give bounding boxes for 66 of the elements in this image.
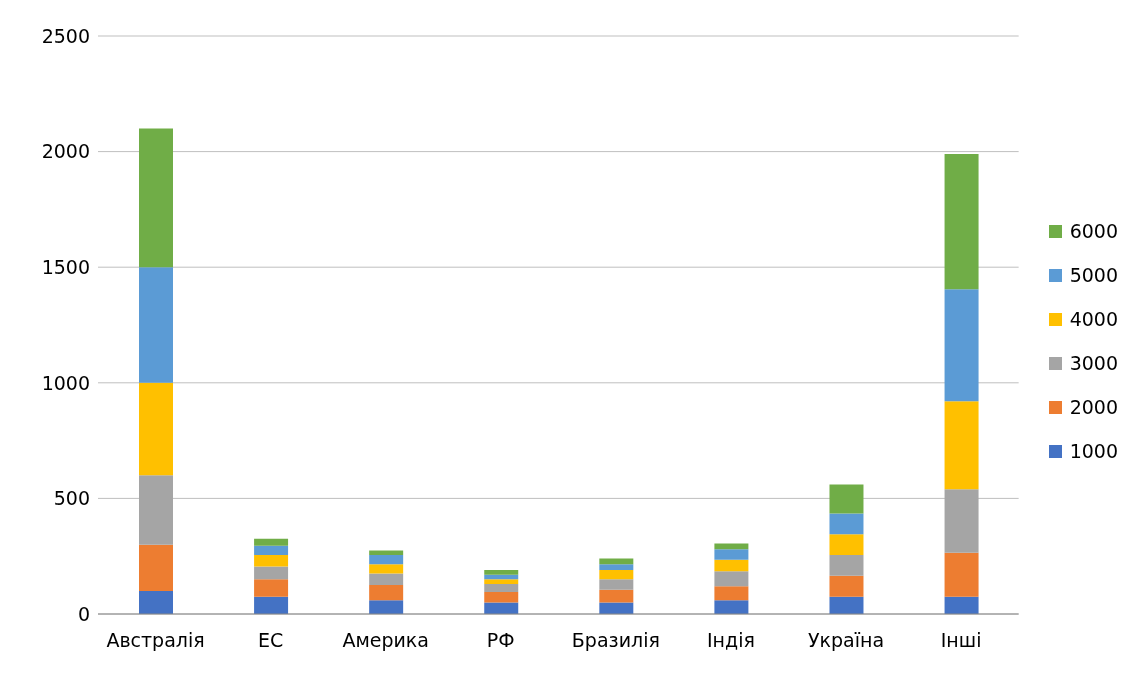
y-tick-label: 500: [53, 487, 90, 510]
x-tick-label: Австралія: [106, 629, 205, 652]
x-tick-label: Україна: [807, 629, 885, 652]
bar: [254, 538, 289, 546]
bar: [139, 267, 173, 383]
bar: [829, 555, 864, 576]
bar: [599, 579, 634, 590]
bar: [599, 602, 634, 614]
bar: [484, 583, 519, 593]
bar: [944, 153, 979, 290]
bar: [254, 596, 289, 614]
bar: [944, 401, 979, 490]
bar: [599, 564, 634, 571]
bar: [829, 534, 864, 556]
y-tick-label: 1500: [41, 255, 90, 278]
y-tick-label: 2000: [41, 140, 90, 163]
bar: [254, 566, 289, 580]
bar: [254, 545, 289, 556]
bar: [714, 600, 749, 614]
bar: [369, 573, 404, 586]
bar: [369, 585, 404, 601]
bar: [254, 579, 289, 597]
bar: [944, 289, 979, 402]
x-tick-label: Америка: [342, 629, 429, 652]
legend-label: 1000: [1069, 440, 1118, 462]
x-tick-label: РФ: [486, 629, 515, 652]
bar: [139, 590, 173, 614]
bar: [484, 592, 519, 603]
bar: [714, 586, 749, 601]
bar: [829, 513, 864, 535]
bar: [714, 543, 749, 550]
x-tick-label: Бразилія: [571, 629, 660, 652]
legend-label: 4000: [1069, 308, 1118, 330]
x-tick-label: Індія: [707, 629, 755, 652]
bar: [829, 575, 864, 597]
bar: [369, 550, 404, 556]
bar: [944, 596, 979, 614]
x-tick-label: Інші: [940, 629, 982, 652]
bar: [829, 484, 864, 514]
bar: [714, 571, 749, 587]
bar: [369, 555, 404, 565]
legend-label: 3000: [1069, 352, 1118, 374]
x-tick-label: ЕС: [257, 629, 284, 652]
bar: [369, 600, 404, 614]
bar: [369, 564, 404, 574]
bar: [139, 544, 173, 591]
bar: [599, 570, 634, 580]
bar: [139, 382, 173, 476]
bar: [484, 579, 519, 584]
y-tick-label: 2500: [41, 24, 90, 47]
legend-label: 2000: [1069, 396, 1118, 418]
bar: [484, 602, 519, 614]
bar: [944, 552, 979, 597]
bar: [714, 559, 749, 572]
bar: [599, 589, 634, 603]
legend-label: 6000: [1069, 220, 1118, 242]
bar: [254, 555, 289, 567]
bar: [139, 128, 173, 268]
bar: [484, 570, 519, 575]
bar: [829, 596, 864, 614]
y-tick-label: 1000: [41, 371, 90, 394]
bar: [714, 549, 749, 560]
bar: [944, 489, 979, 553]
y-tick-label: 0: [77, 602, 90, 625]
bar: [139, 475, 173, 545]
legend-label: 5000: [1069, 264, 1118, 286]
